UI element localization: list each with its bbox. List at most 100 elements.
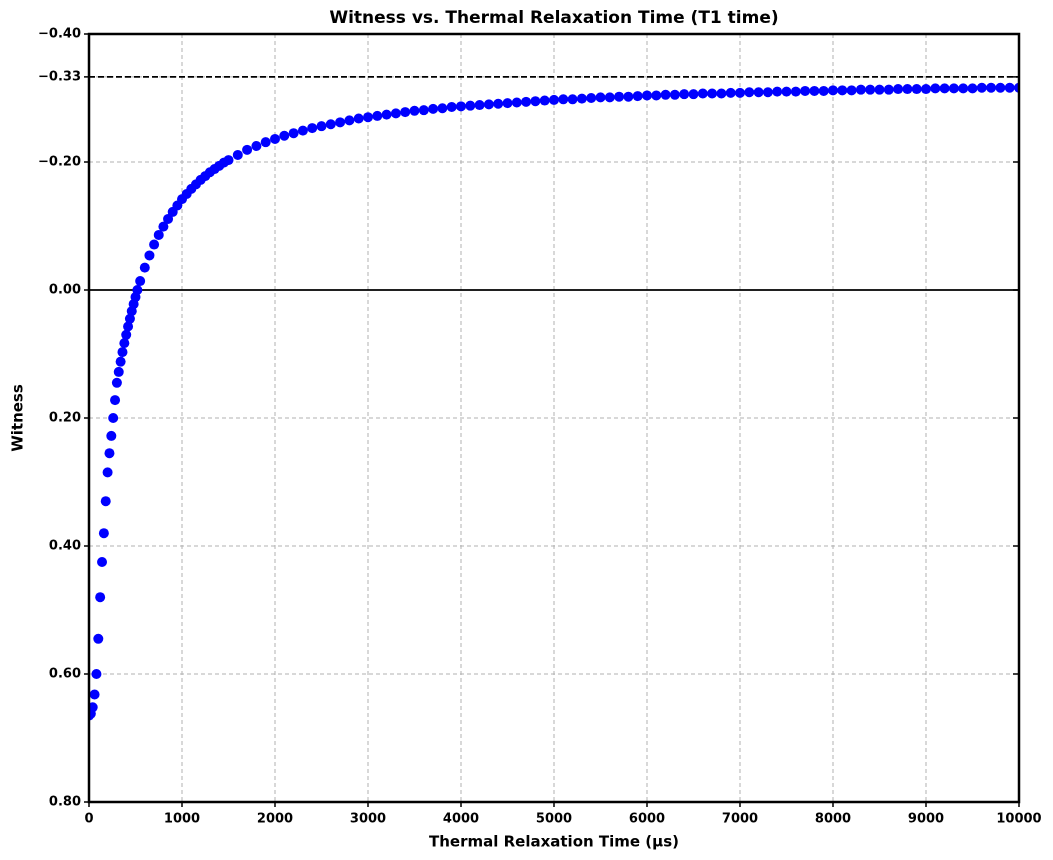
point <box>279 130 290 141</box>
point <box>986 82 997 93</box>
point <box>104 448 115 459</box>
point <box>874 84 885 95</box>
y-tick-label: 0.00 <box>49 283 81 298</box>
point <box>372 110 383 121</box>
point <box>110 395 121 406</box>
point <box>344 115 355 126</box>
point <box>124 313 135 324</box>
point <box>697 88 708 99</box>
y-tick-label: −0.33 <box>38 69 81 84</box>
point <box>744 87 755 98</box>
point <box>790 86 801 97</box>
point <box>113 366 124 377</box>
point <box>100 496 111 507</box>
point <box>123 321 134 332</box>
point <box>818 85 829 96</box>
point <box>153 229 164 240</box>
point <box>270 133 280 144</box>
point <box>660 89 671 100</box>
point <box>97 557 108 567</box>
point <box>828 85 838 96</box>
point <box>586 93 597 103</box>
point <box>939 83 950 94</box>
x-axis-label: Thermal Relaxation Time (μs) <box>429 833 679 851</box>
point <box>139 262 150 273</box>
point <box>800 85 811 96</box>
point <box>735 87 745 98</box>
point <box>102 467 113 478</box>
point <box>883 84 894 95</box>
point <box>353 113 364 124</box>
point <box>921 84 931 95</box>
point <box>762 87 773 98</box>
point <box>144 250 155 261</box>
point <box>688 89 699 100</box>
point <box>106 430 117 441</box>
point <box>502 98 513 109</box>
point <box>288 128 299 139</box>
plot-frame <box>87 32 1021 804</box>
point <box>679 89 690 100</box>
point <box>642 90 652 101</box>
point <box>446 101 457 112</box>
point <box>381 109 392 120</box>
point <box>911 84 922 95</box>
point <box>121 329 132 340</box>
point <box>539 95 550 106</box>
point <box>651 90 662 101</box>
point <box>995 82 1006 93</box>
points <box>89 82 1019 721</box>
y-tick-label: 0.20 <box>49 411 81 426</box>
point <box>595 92 606 103</box>
x-tick-label: 10000 <box>996 812 1041 827</box>
point <box>549 94 559 105</box>
point <box>902 84 913 95</box>
point <box>149 239 160 250</box>
point <box>958 83 969 94</box>
point <box>837 85 848 96</box>
point <box>428 103 439 114</box>
point <box>576 93 587 104</box>
point <box>623 91 634 102</box>
point <box>456 101 466 112</box>
point <box>390 108 401 119</box>
point <box>865 84 876 95</box>
point <box>781 86 792 97</box>
x-tick-label: 6000 <box>629 812 665 827</box>
point <box>242 144 253 155</box>
point <box>119 338 130 349</box>
point <box>604 92 615 103</box>
x-tick-label: 1000 <box>164 812 200 827</box>
point <box>846 85 857 96</box>
point <box>530 96 541 107</box>
point <box>437 103 448 114</box>
point <box>117 347 128 358</box>
point <box>614 91 625 102</box>
point <box>98 528 109 539</box>
point <box>260 137 271 148</box>
point <box>132 285 143 295</box>
point <box>89 702 98 713</box>
point <box>111 377 122 388</box>
x-tick-label: 4000 <box>443 812 479 827</box>
point <box>511 97 522 108</box>
y-tick-label: −0.20 <box>38 155 81 170</box>
x-tick-label: 7000 <box>722 812 758 827</box>
x-tick-label: 3000 <box>350 812 386 827</box>
point <box>809 85 820 96</box>
point <box>223 155 234 166</box>
point <box>567 94 578 105</box>
point <box>967 83 978 94</box>
point <box>307 123 318 134</box>
y-tick-label: 0.80 <box>49 795 81 810</box>
point <box>493 98 504 109</box>
point <box>115 356 126 367</box>
y-axis-label: Witness <box>9 384 27 452</box>
point <box>707 88 718 99</box>
point <box>95 592 106 603</box>
point <box>483 99 494 110</box>
point <box>753 87 764 98</box>
point <box>465 100 476 111</box>
point <box>297 125 308 136</box>
